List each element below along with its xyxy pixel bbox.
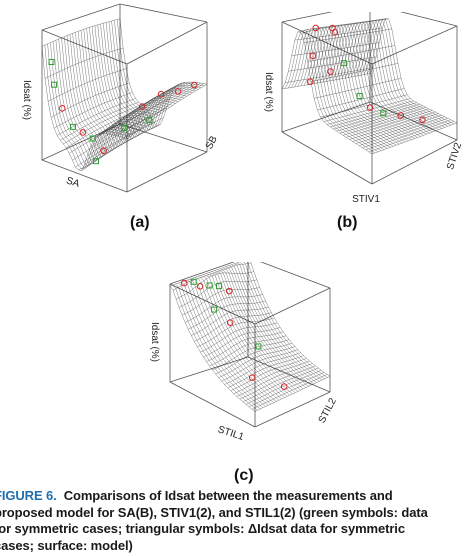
data-marker-red (312, 24, 319, 32)
figure-caption: FIGURE 6. Comparisons of Idsat between t… (0, 488, 474, 554)
data-marker-red (306, 78, 314, 85)
data-marker-green (211, 306, 218, 313)
plot-box (41, 3, 208, 193)
data-marker-red (331, 29, 339, 36)
data-marker-red (226, 319, 234, 326)
y-axis-label-a: SB (204, 134, 220, 151)
data-marker-red (79, 129, 87, 136)
data-marker-green (69, 123, 76, 130)
model-surface (169, 262, 331, 412)
panel-a: SA SB Idsat (%) (a) (2, 2, 237, 231)
surface-plot-a: SA SB Idsat (%) (21, 3, 220, 193)
data-marker-red (100, 147, 107, 154)
data-marker-red (180, 279, 188, 287)
data-marker-green (51, 81, 58, 88)
data-marker-green (89, 135, 96, 142)
plot-box (281, 12, 458, 185)
data-marker-green (206, 282, 213, 289)
z-axis-label-a: Idsat (%) (21, 80, 32, 120)
data-marker-red (397, 112, 405, 119)
data-marker-green (340, 60, 347, 67)
data-marker-red (366, 104, 374, 111)
data-marker-green (216, 283, 223, 290)
data-marker-red (225, 287, 233, 295)
caption-line-1: Comparisons of Idsat between the measure… (63, 488, 393, 503)
x-axis-label-b: STIV1 (352, 194, 380, 205)
figure-number: FIGURE 6. (0, 488, 57, 503)
surface-plot-c: STIL1 STIL2 Idsat (%) (149, 262, 339, 443)
data-marker-red (196, 282, 204, 290)
data-marker-green (146, 117, 153, 124)
data-marker-red (248, 374, 256, 381)
data-marker-red (138, 103, 146, 110)
model-surface (281, 18, 458, 155)
model-surface (41, 18, 208, 172)
data-marker-red (157, 90, 165, 98)
data-marker-green (380, 110, 387, 117)
data-marker-red (309, 52, 317, 60)
panel-b: STIV1 STIV2 Idsat (%) (b) (252, 12, 470, 231)
z-axis-label-c: Idsat (%) (149, 322, 160, 362)
caption-line-2: proposed model for SA(B), STIV1(2), and … (0, 504, 428, 520)
z-axis-label-b: Idsat (%) (263, 72, 274, 112)
data-marker-red (191, 81, 198, 89)
panel-label-a: (a) (130, 214, 150, 231)
y-axis-label-b: STIV2 (445, 141, 464, 171)
data-marker-green (356, 93, 363, 100)
data-marker-green (121, 124, 128, 131)
data-marker-red (280, 383, 288, 390)
data-marker-red (58, 105, 66, 112)
x-axis-label-a: SA (65, 175, 81, 190)
data-marker-green (190, 278, 197, 285)
data-marker-red (419, 116, 426, 124)
panel-c: STIL1 STIL2 Idsat (%) (c) (130, 262, 345, 484)
data-marker-green (255, 343, 262, 350)
data-marker-green (93, 158, 100, 165)
x-axis-label-c: STIL1 (216, 424, 245, 443)
caption-line-3: for symmetric cases; triangular symbols:… (0, 521, 405, 536)
panel-label-b: (b) (337, 214, 358, 231)
y-axis-label-c: STIL2 (317, 396, 339, 425)
panel-label-c: (c) (234, 467, 254, 484)
caption-line-4: cases; surface: model) (0, 537, 133, 553)
data-marker-red (327, 68, 334, 75)
surface-plot-b: STIV1 STIV2 Idsat (%) (263, 12, 464, 205)
data-marker-red (174, 88, 182, 95)
data-marker-green (48, 59, 55, 66)
